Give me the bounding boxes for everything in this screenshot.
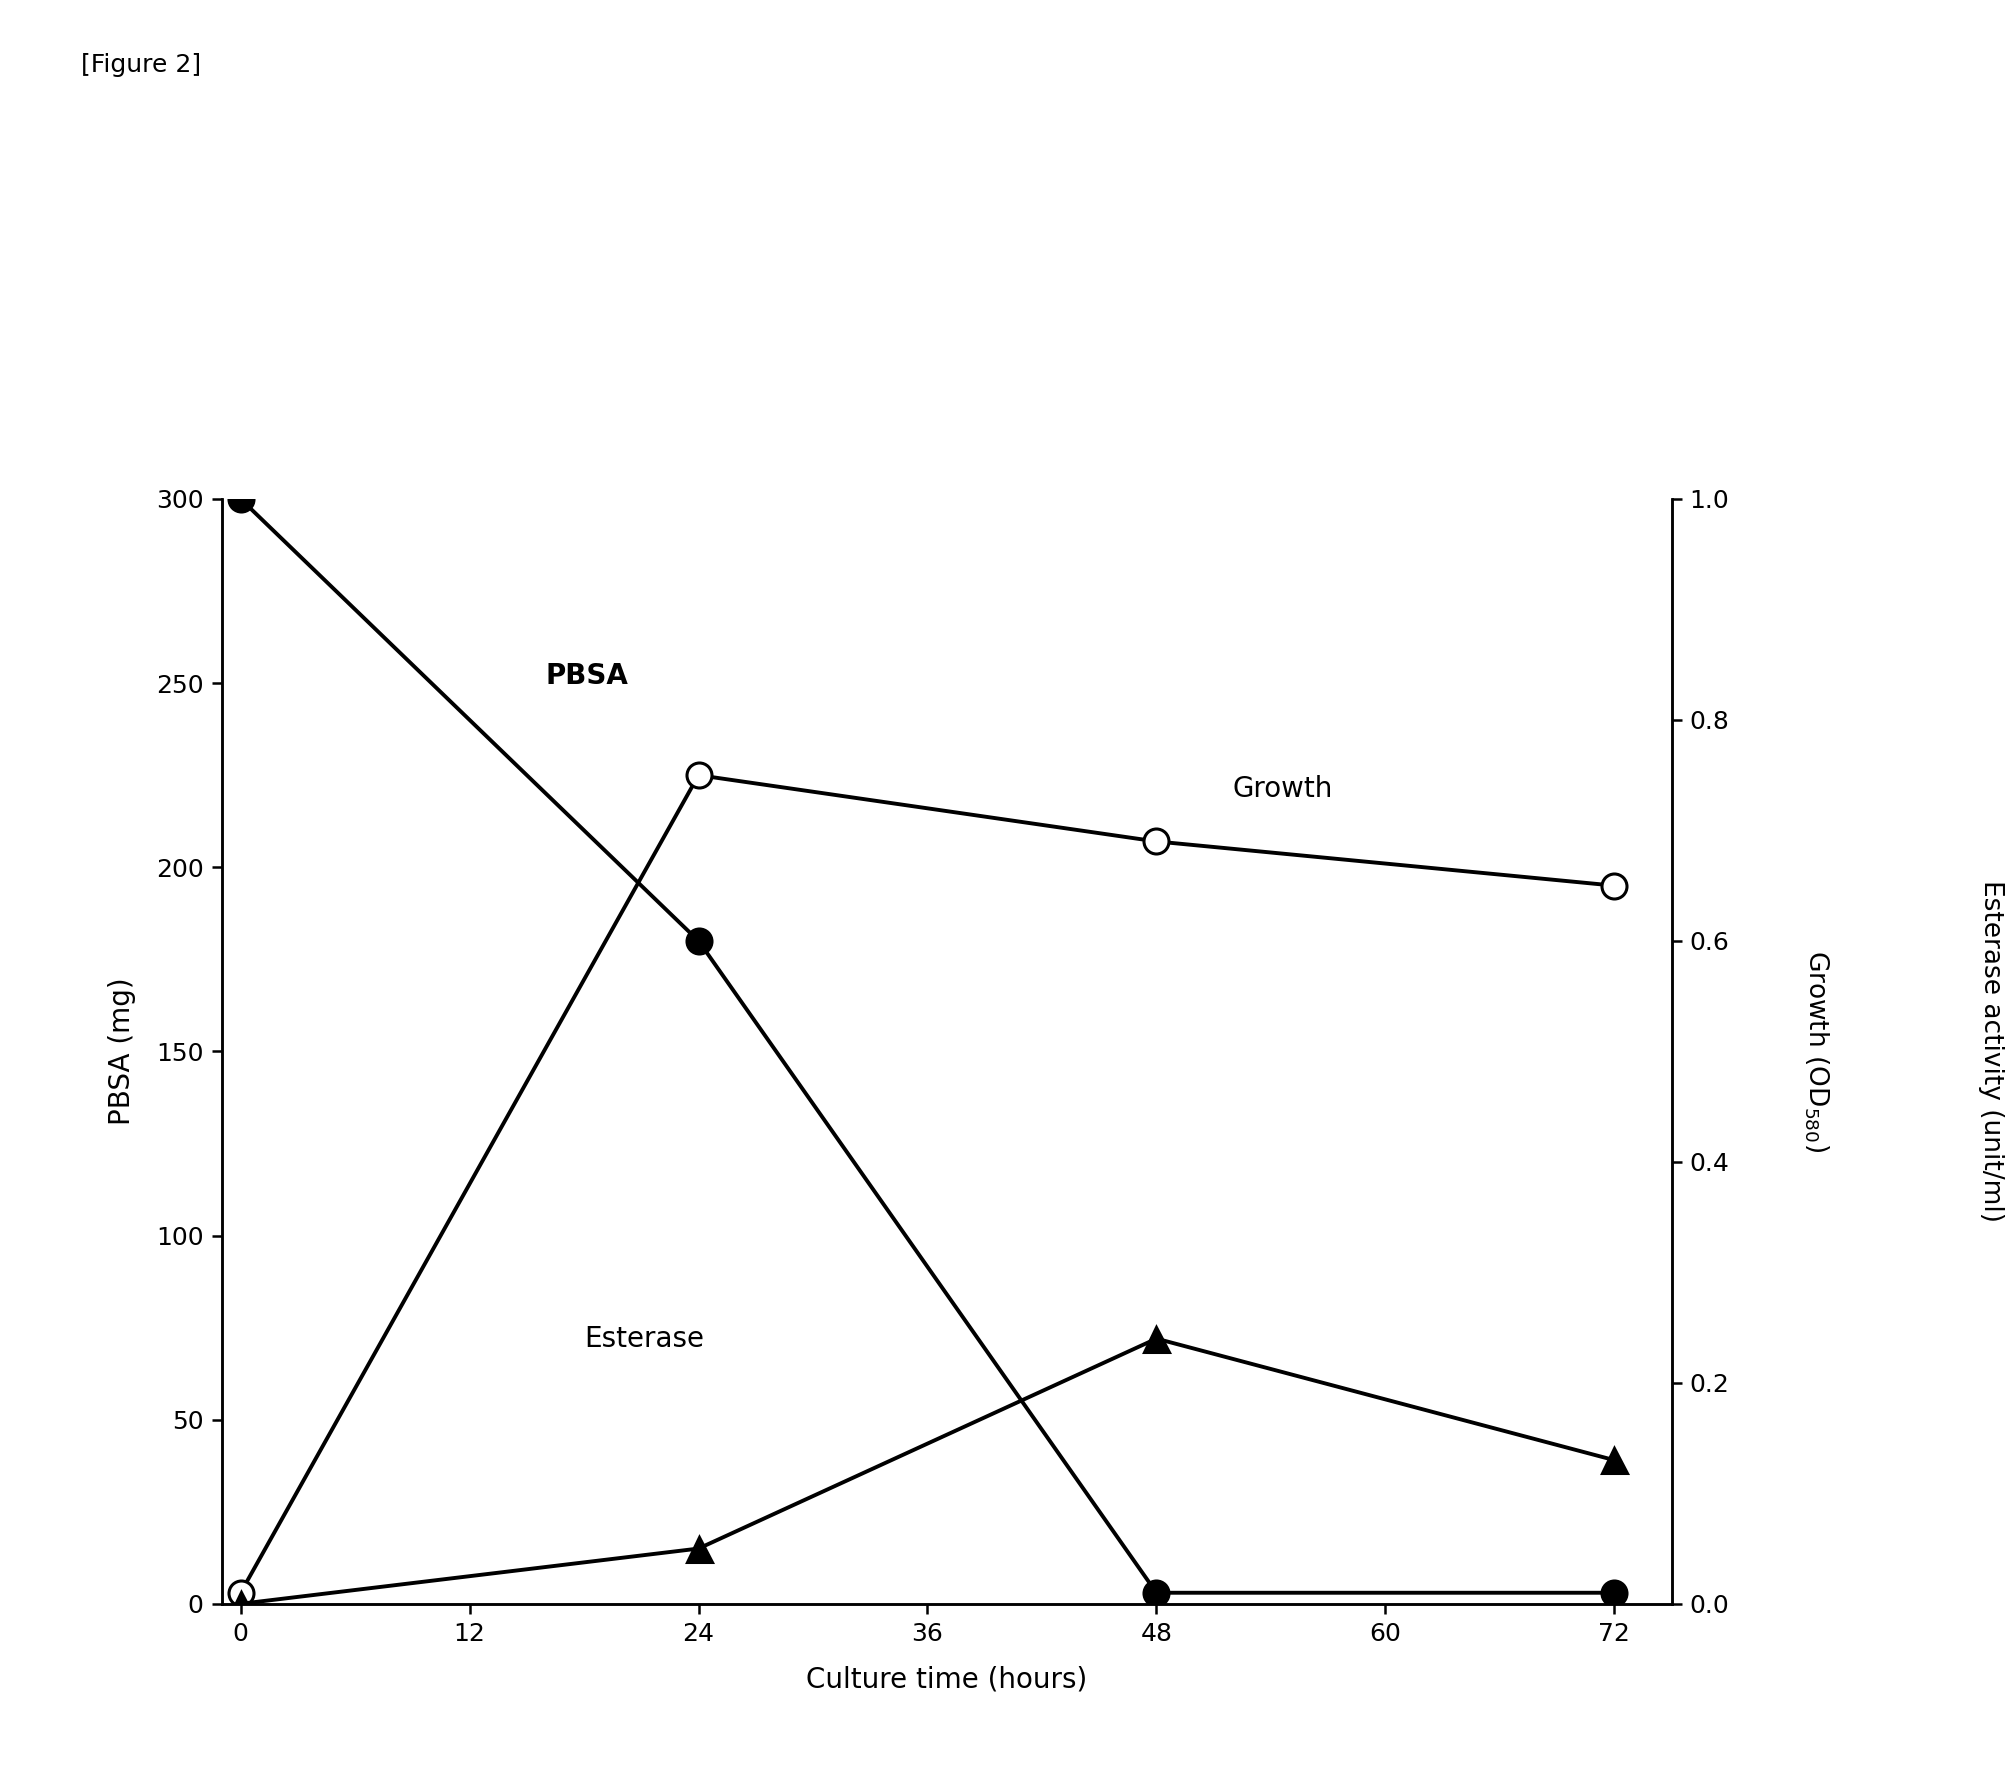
Text: [Figure 2]: [Figure 2] [81, 53, 201, 77]
Text: Growth: Growth [1233, 775, 1333, 802]
Text: Esterase: Esterase [584, 1326, 705, 1353]
Text: Growth (OD$_{580}$): Growth (OD$_{580}$) [1803, 950, 1831, 1153]
Text: PBSA: PBSA [546, 663, 628, 690]
Y-axis label: PBSA (mg): PBSA (mg) [109, 978, 137, 1124]
Text: Esterase activity (unit/ml): Esterase activity (unit/ml) [1978, 880, 2004, 1222]
X-axis label: Culture time (hours): Culture time (hours) [806, 1666, 1088, 1693]
